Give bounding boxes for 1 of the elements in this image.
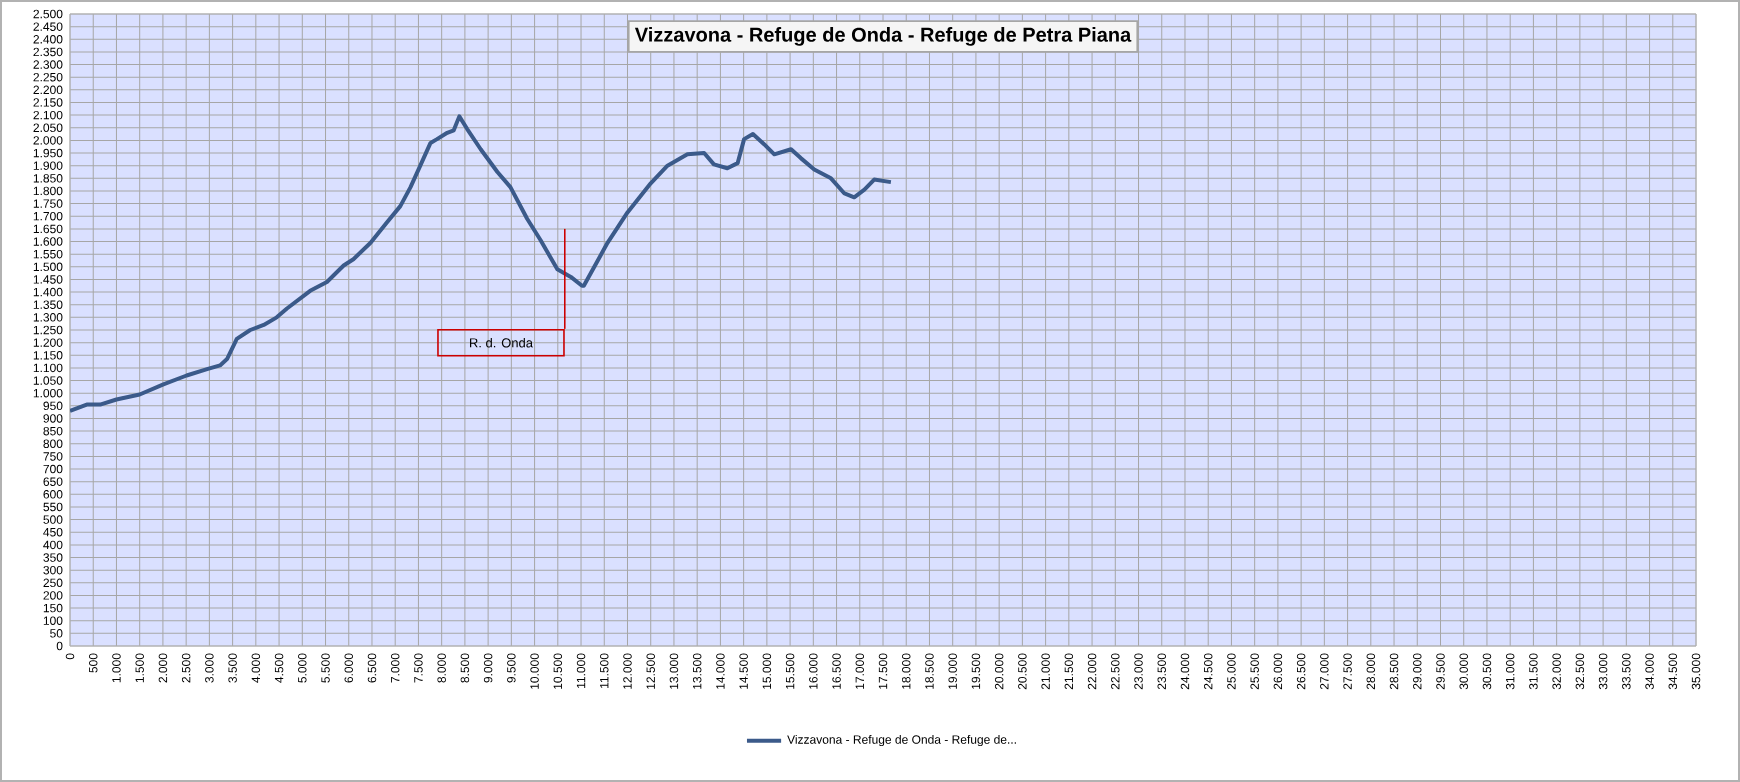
text: Vizzavona - Refuge de Onda - Refuge de Petra Piana xyxy=(634,27,1132,46)
